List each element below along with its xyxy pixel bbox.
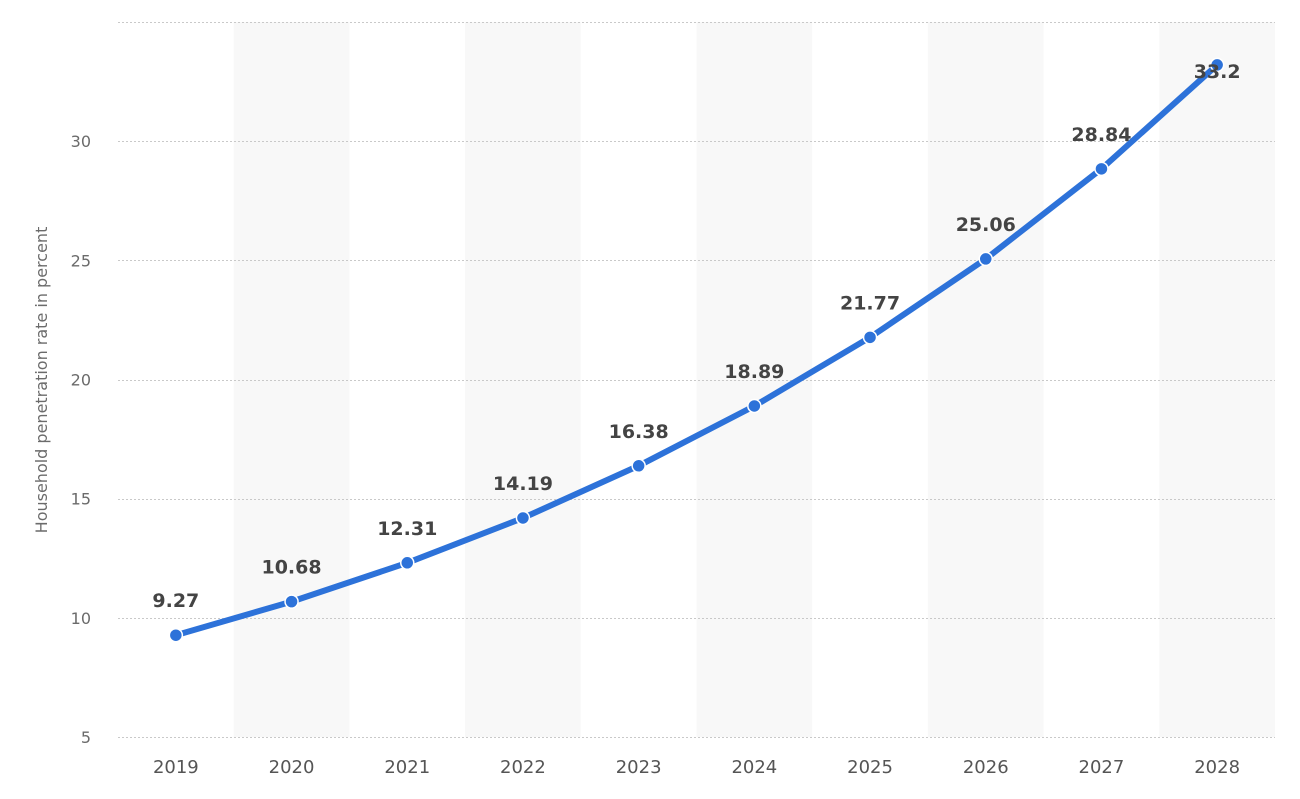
data-label-2025: 21.77 [840, 292, 900, 314]
data-point-2024[interactable] [747, 398, 762, 414]
data-label-2023: 16.38 [609, 421, 669, 443]
data-label-2024: 18.89 [724, 361, 784, 383]
data-label-2028: 33.2 [1194, 61, 1241, 83]
y-tick-label: 20 [71, 371, 91, 390]
x-tick-label: 2021 [384, 757, 430, 778]
y-tick-label: 10 [71, 609, 91, 628]
x-axis-ticks: 2019 2020 2021 2022 2023 2024 2025 2026 2027 2028 [153, 757, 1240, 778]
y-tick-label: 5 [81, 728, 91, 747]
band-2020 [233, 22, 350, 737]
y-tick-label: 15 [71, 490, 91, 509]
x-tick-label: 2020 [269, 757, 315, 778]
series [168, 57, 1225, 643]
data-point-2021[interactable] [400, 555, 415, 571]
x-tick-label: 2025 [847, 757, 893, 778]
x-tick-label: 2028 [1194, 757, 1240, 778]
data-point-2028[interactable] [1209, 57, 1225, 73]
data-label-2026: 25.06 [956, 214, 1016, 236]
x-tick-label: 2019 [153, 757, 199, 778]
x-tick-label: 2023 [616, 757, 662, 778]
data-label-2021: 12.31 [377, 518, 437, 540]
data-point-2022[interactable] [515, 510, 531, 526]
data-point-2023[interactable] [631, 458, 646, 474]
y-axis-ticks: 5 10 15 20 25 30 [71, 132, 91, 747]
data-point-2019[interactable] [168, 627, 184, 643]
data-labels: 9.27 10.68 12.31 14.19 16.38 18.89 21.77 25.06 2… [152, 61, 1240, 612]
gridlines [118, 22, 1275, 738]
y-axis-label: Household penetration rate in percent [32, 227, 51, 534]
x-tick-label: 2027 [1079, 757, 1125, 778]
data-point-2025[interactable] [862, 330, 878, 345]
y-tick-label: 25 [71, 251, 91, 270]
data-point-2026[interactable] [978, 251, 993, 267]
band-2026 [927, 22, 1044, 737]
x-tick-label: 2024 [731, 757, 777, 778]
data-label-2022: 14.19 [493, 473, 553, 495]
data-point-2027[interactable] [1094, 161, 1109, 177]
series-line [172, 61, 1221, 639]
data-label-2027: 28.84 [1071, 124, 1131, 146]
data-label-2019: 9.27 [152, 590, 199, 612]
x-tick-label: 2022 [500, 757, 546, 778]
y-tick-label: 30 [71, 132, 91, 151]
band-2022 [465, 22, 581, 737]
x-tick-label: 2026 [963, 757, 1009, 778]
data-point-2020[interactable] [284, 594, 299, 609]
data-label-2020: 10.68 [261, 557, 321, 579]
band-2028 [1159, 22, 1275, 737]
alternating-bands [233, 22, 1275, 737]
